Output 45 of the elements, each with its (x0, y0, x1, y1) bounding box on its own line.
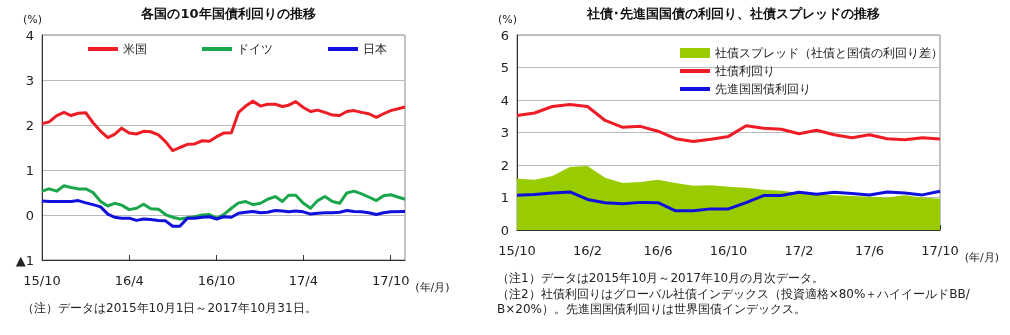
x-tick-label: 16/10 (197, 273, 236, 288)
y-tick-label: 4 (500, 92, 509, 108)
y-tick-label: 0 (25, 207, 34, 223)
legend-label: 米国 (123, 42, 147, 56)
y-tick-label: 3 (25, 72, 34, 88)
text: （注2）社債利回りはグローバル社債インデックス（投資適格×80%＋ハイイールドBB/B×20%）。先進国国債利回りは世界国債インデックス。 (497, 286, 971, 316)
y-tick-label: 3 (500, 125, 509, 140)
x-axis-title: (年/月) (415, 281, 450, 294)
y-tick-label: 2 (25, 117, 34, 133)
x-tick-label: 17/4 (288, 273, 318, 288)
x-tick-label: 15/10 (498, 243, 536, 258)
line-series (40, 199, 407, 228)
x-tick-label: 17/6 (854, 243, 885, 258)
x-tick-label: 17/10 (921, 243, 959, 258)
x-tick-label: 15/10 (23, 273, 61, 288)
y-axis-title: (%) (22, 13, 42, 26)
text: （注）データは2015年10月1日～2017年10月31日。 (22, 300, 317, 315)
legend-label: 社債スプレッド（社債と国債の利回り差） (715, 46, 943, 60)
line-series (515, 103, 942, 144)
y-axis-title: (%) (497, 13, 517, 26)
line-series (40, 184, 407, 221)
y-tick-label: ▲1 (15, 252, 34, 268)
x-axis-title: (年/月) (964, 251, 999, 264)
x-tick-label: 17/2 (784, 243, 814, 258)
legend-label: 日本 (363, 42, 387, 56)
y-tick-label: 6 (500, 27, 509, 43)
x-tick-label: 16/10 (709, 243, 748, 258)
y-tick-label: 5 (500, 60, 509, 75)
text: （注1）データは2015年10月～2017年10月の月次データ。 (497, 270, 825, 285)
chart-title: 各国の10年国債利回りの推移 (140, 6, 316, 21)
y-tick-label: 1 (500, 190, 509, 205)
y-tick-label: 2 (500, 157, 509, 173)
x-tick-label: 16/6 (643, 243, 673, 258)
line-series (40, 99, 407, 153)
x-tick-label: 16/2 (572, 243, 603, 258)
x-tick-label: 16/4 (114, 273, 144, 288)
y-tick-label: 1 (25, 162, 34, 178)
y-tick-label: 0 (500, 222, 509, 238)
legend-label: ドイツ (237, 42, 273, 56)
y-tick-label: 4 (25, 27, 34, 43)
legend-label: 先進国国債利回り (715, 82, 811, 96)
legend-label: 社債利回り (715, 64, 775, 78)
x-tick-label: 17/10 (371, 273, 410, 288)
chart-title: 社債･先進国国債の利回り、社債スプレッドの推移 (586, 6, 880, 21)
line-series (515, 189, 942, 213)
